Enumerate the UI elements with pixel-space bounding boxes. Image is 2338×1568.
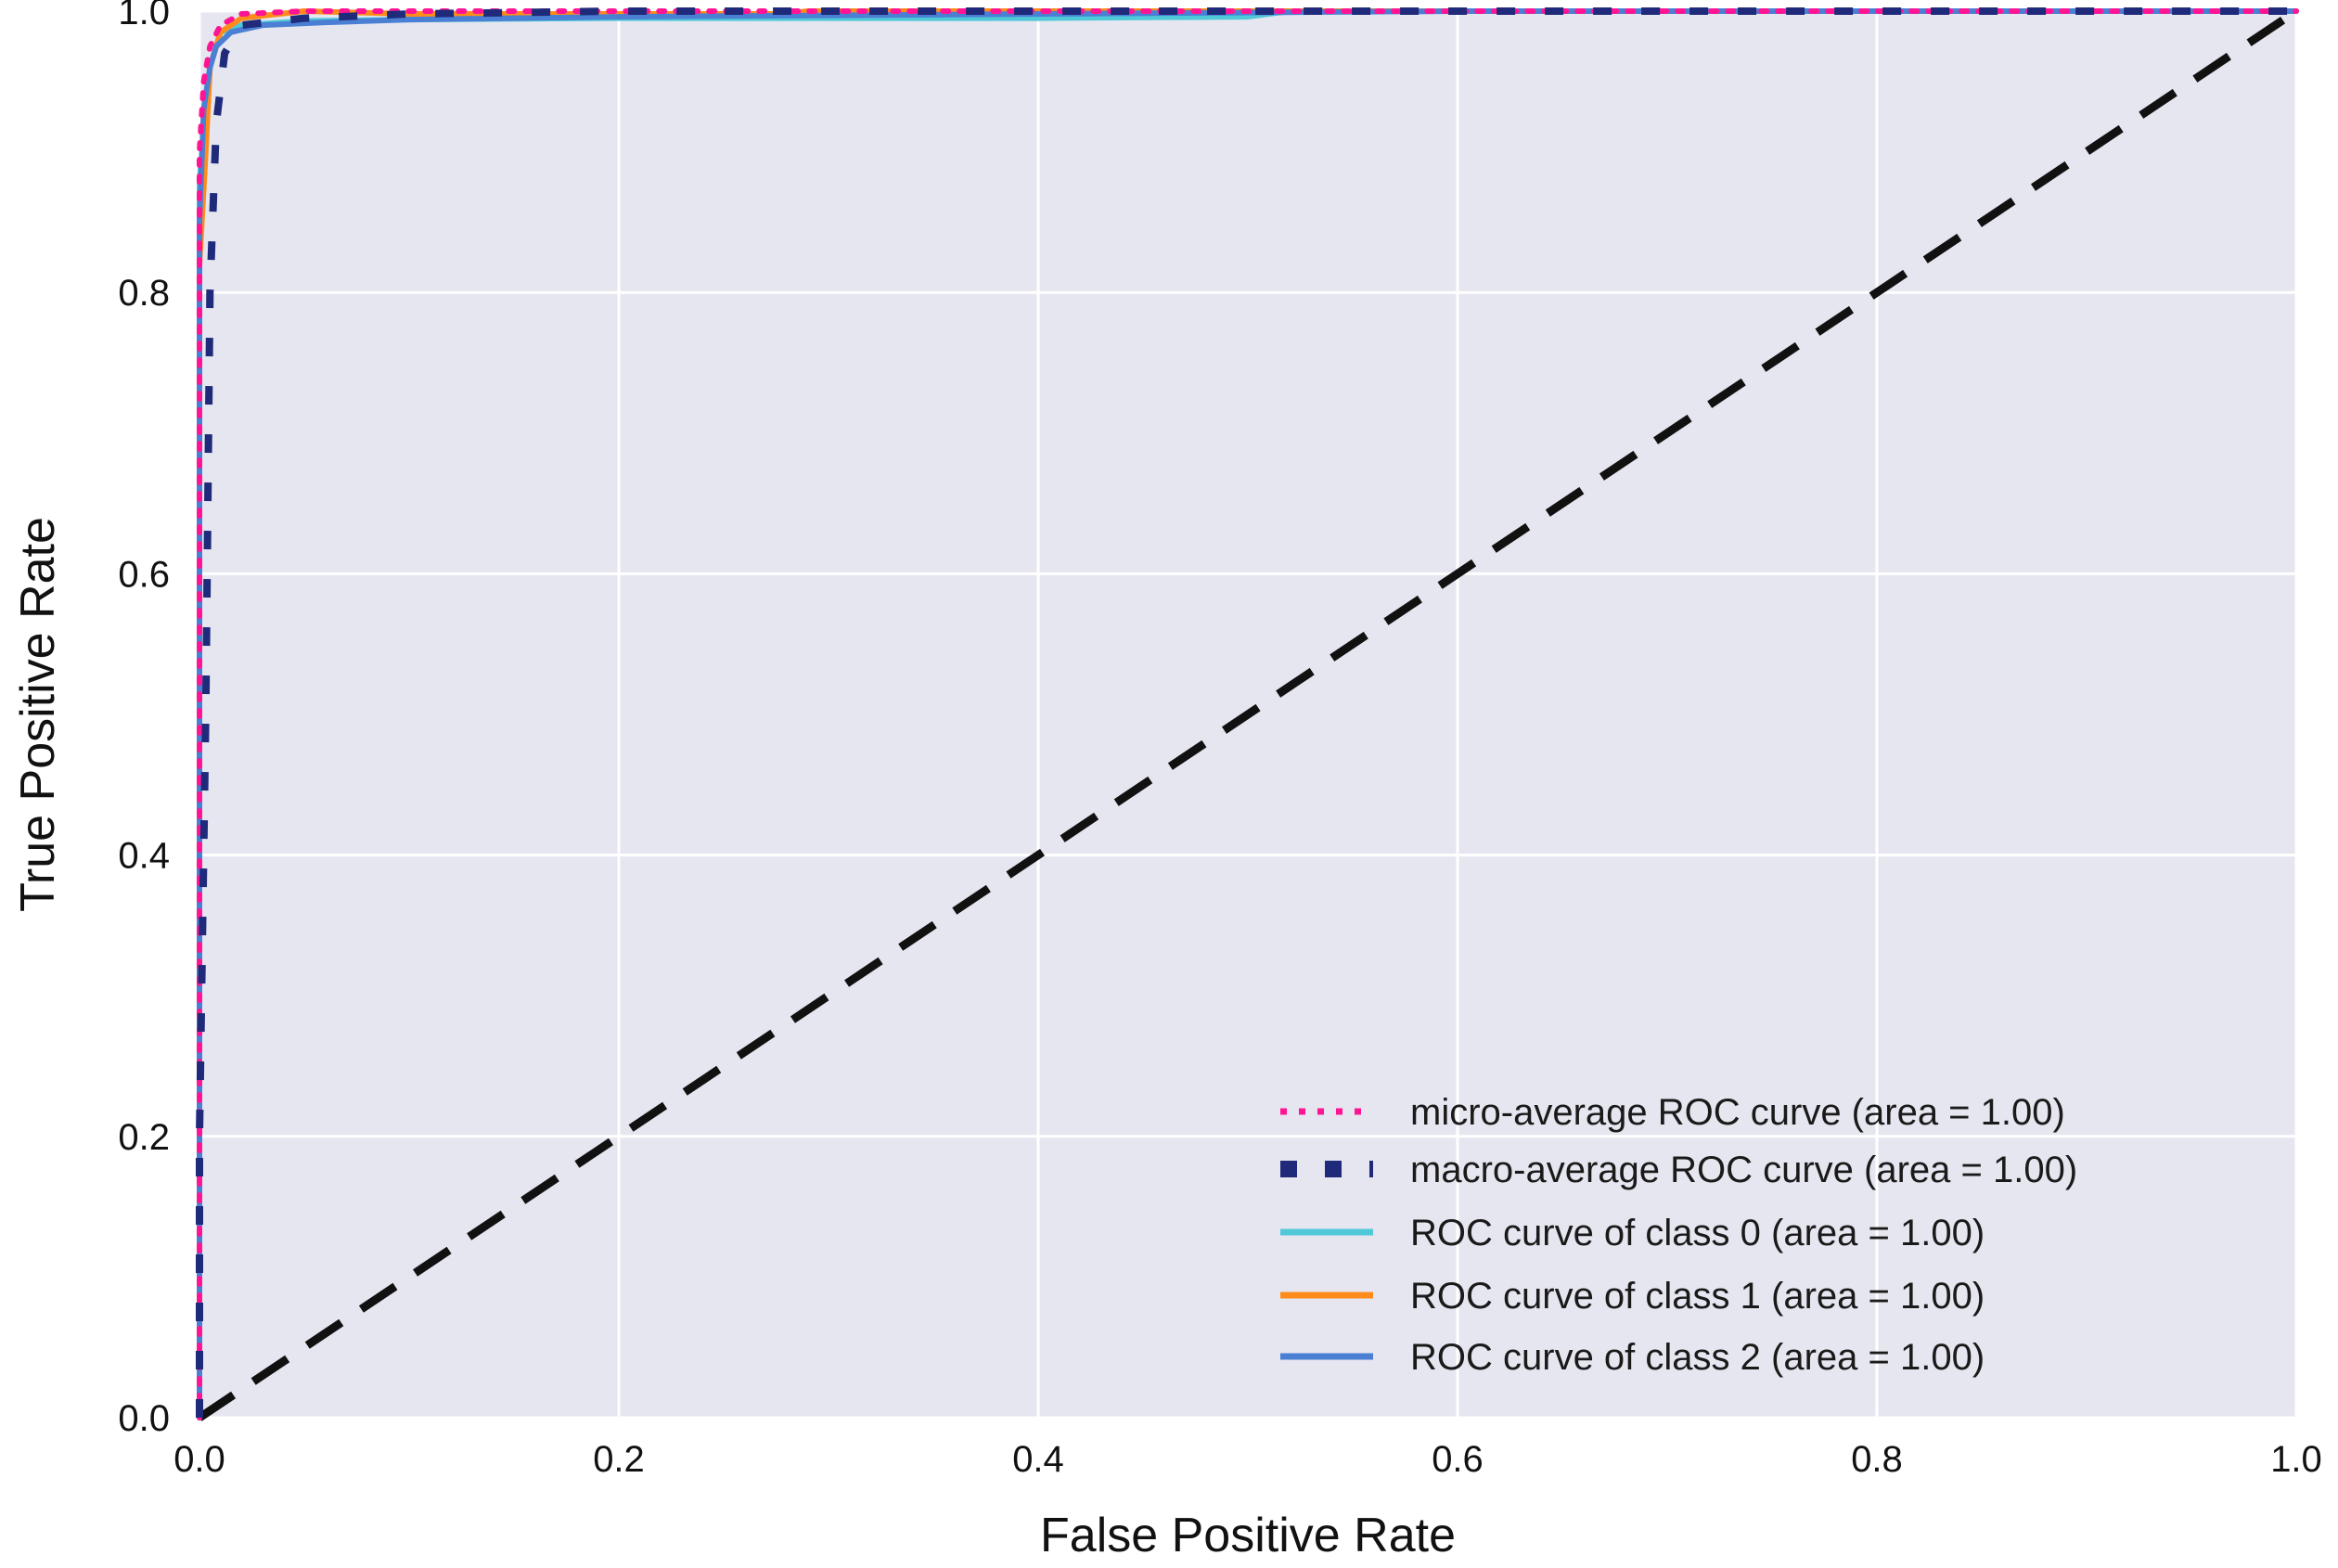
y-tick-label-1: 0.2 — [118, 1117, 170, 1158]
legend-label-class-1: ROC curve of class 1 (area = 1.00) — [1410, 1276, 1985, 1317]
legend-label-micro-average: micro-average ROC curve (area = 1.00) — [1410, 1092, 2065, 1133]
legend-entry-macro-average: macro-average ROC curve (area = 1.00) — [1280, 1150, 2077, 1190]
legend-entry-class-2: ROC curve of class 2 (area = 1.00) — [1280, 1337, 1985, 1378]
y-tick-label-4: 0.8 — [118, 273, 170, 314]
legend-entry-micro-average: micro-average ROC curve (area = 1.00) — [1280, 1092, 2065, 1133]
x-tick-label-5: 1.0 — [2270, 1439, 2322, 1480]
x-axis-title: False Positive Rate — [1040, 1509, 1456, 1562]
legend-entry-class-1: ROC curve of class 1 (area = 1.00) — [1280, 1276, 1985, 1317]
y-tick-label-3: 0.6 — [118, 554, 170, 595]
x-tick-label-0: 0.0 — [173, 1439, 225, 1480]
x-tick-label-4: 0.8 — [1851, 1439, 1903, 1480]
legend-label-macro-average: macro-average ROC curve (area = 1.00) — [1410, 1150, 2077, 1190]
chance-diagonal-line — [197, 7, 2299, 1421]
x-tick-label-2: 0.4 — [1012, 1439, 1064, 1480]
legend-label-class-2: ROC curve of class 2 (area = 1.00) — [1410, 1337, 1985, 1378]
series-layer — [196, 7, 2299, 1421]
tick-labels: 0.0 0.2 0.4 0.6 0.8 1.0 0.0 0.2 0.4 0.6 0.8 1.0 — [118, 0, 2321, 1480]
legend-entry-class-0: ROC curve of class 0 (area = 1.00) — [1280, 1213, 1985, 1253]
y-tick-label-0: 0.0 — [118, 1398, 170, 1439]
x-tick-label-3: 0.6 — [1432, 1439, 1484, 1480]
macro-average-curve — [196, 7, 2296, 1418]
grid-lines — [198, 9, 2298, 1420]
y-tick-label-2: 0.4 — [118, 836, 170, 877]
legend-label-class-0: ROC curve of class 0 (area = 1.00) — [1410, 1213, 1985, 1253]
y-tick-label-5: 1.0 — [118, 0, 170, 32]
micro-average-curve — [197, 8, 2299, 1420]
y-axis-title: True Positive Rate — [11, 517, 65, 912]
x-tick-label-1: 0.2 — [593, 1439, 645, 1480]
legend: micro-average ROC curve (area = 1.00) ma… — [1280, 1092, 2077, 1378]
